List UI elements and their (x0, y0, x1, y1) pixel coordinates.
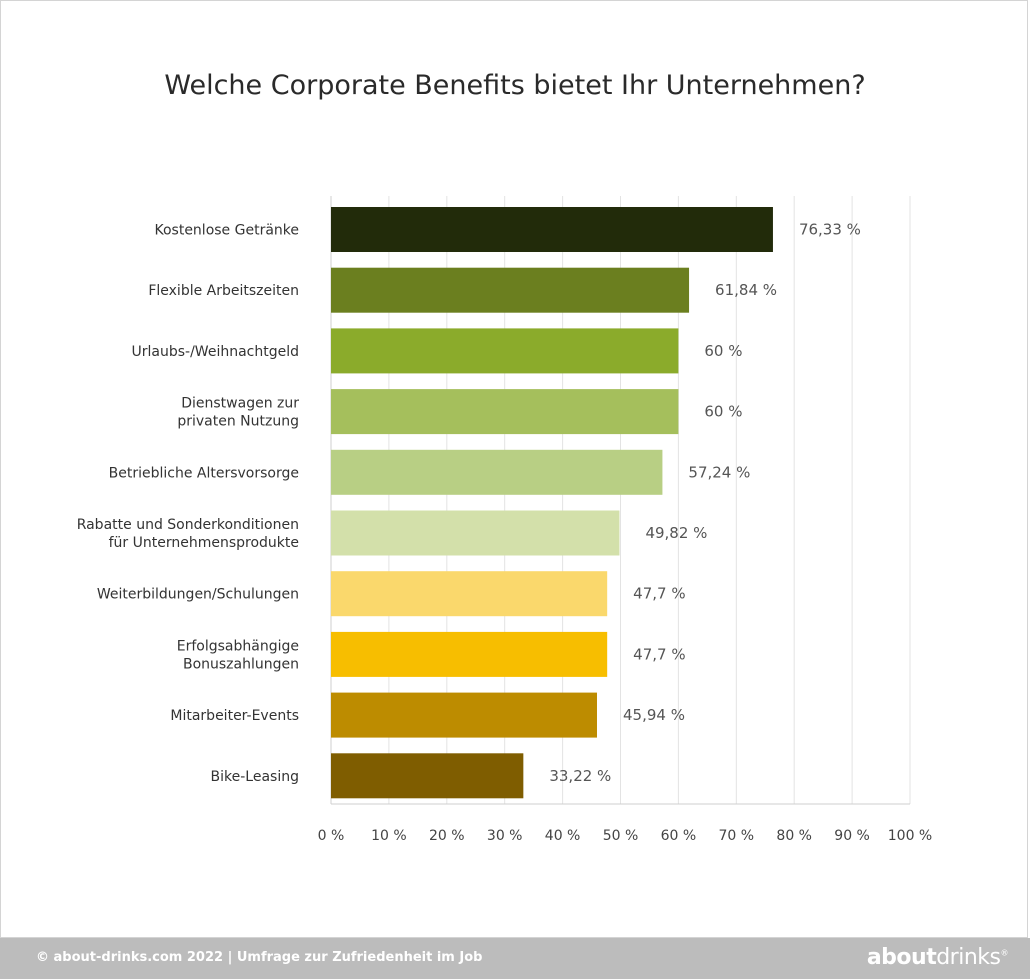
chart-title: Welche Corporate Benefits bietet Ihr Unt… (164, 70, 866, 101)
category-label-line: Kostenlose Getränke (154, 223, 299, 239)
category-label: Kostenlose Getränke (154, 223, 299, 239)
data-label: 47,7 % (633, 645, 685, 663)
category-label: Weiterbildungen/Schulungen (97, 587, 299, 603)
bar (331, 389, 679, 435)
logo-registered-mark: ® (1000, 948, 1009, 958)
data-label: 45,94 % (623, 706, 685, 724)
data-label: 57,24 % (688, 463, 750, 481)
bar (331, 449, 663, 495)
x-tick-label: 60 % (661, 828, 697, 844)
category-label: Dienstwagen zur privaten Nutzung (177, 396, 299, 430)
bar (331, 571, 608, 617)
category-label: Bike-Leasing (211, 769, 299, 785)
logo-bold-text: about (866, 945, 937, 970)
x-tick-label: 40 % (545, 828, 581, 844)
category-label: Mitarbeiter-Events (170, 708, 299, 724)
bar (331, 692, 597, 738)
x-tick-label: 90 % (834, 828, 870, 844)
x-tick-label: 0 % (318, 828, 345, 844)
category-label: Betriebliche Altersvorsorge (109, 465, 299, 481)
data-label: 61,84 % (715, 281, 777, 299)
x-tick-label: 80 % (776, 828, 812, 844)
category-label-line: Flexible Arbeitszeiten (148, 283, 299, 299)
data-label: 60 % (704, 403, 742, 421)
footer-bar: © about-drinks.com 2022 | Umfrage zur Zu… (0, 938, 1030, 979)
x-tick-label: 50 % (603, 828, 639, 844)
category-label-line: Dienstwagen zur (181, 396, 299, 412)
data-label: 49,82 % (645, 524, 707, 542)
data-label: 60 % (704, 342, 742, 360)
category-label-line: Weiterbildungen/Schulungen (97, 587, 299, 603)
category-label-line: Bonuszahlungen (183, 656, 299, 672)
data-label: 76,33 % (799, 221, 861, 239)
bar (331, 510, 620, 556)
x-tick-label: 20 % (429, 828, 465, 844)
category-label: Rabatte und Sonderkonditionen für Unterne… (77, 517, 299, 551)
data-label: 47,7 % (633, 585, 685, 603)
x-tick-label: 70 % (719, 828, 755, 844)
about-drinks-logo: aboutdrinks® (866, 945, 1009, 970)
category-label: Flexible Arbeitszeiten (148, 283, 299, 299)
bar-chart: 0 % 10 % 20 % 30 % 40 % 50 % 60 % 70 % 80 % 90 % 1… (77, 196, 932, 844)
category-label-line: Mitarbeiter-Events (170, 708, 299, 724)
logo-light-text: drinks (936, 945, 1001, 970)
x-tick-label: 100 % (888, 828, 932, 844)
bar (331, 631, 608, 677)
category-label-line: Bike-Leasing (211, 769, 299, 785)
category-label-line: Urlaubs-/Weihnachtgeld (132, 344, 299, 360)
category-label-line: Betriebliche Altersvorsorge (109, 465, 299, 481)
category-label: Urlaubs-/Weihnachtgeld (132, 344, 299, 360)
category-label-line: privaten Nutzung (177, 414, 299, 430)
category-label-line: Rabatte und Sonderkonditionen (77, 517, 299, 533)
x-tick-label: 30 % (487, 828, 523, 844)
x-tick-label: 10 % (371, 828, 407, 844)
category-label-line: für Unternehmensprodukte (109, 535, 299, 551)
bar (331, 207, 773, 252)
bar (331, 753, 524, 799)
bar (331, 328, 679, 374)
bar (331, 267, 690, 313)
category-label-line: Erfolgsabhängige (177, 638, 299, 654)
footer-source-text: © about-drinks.com 2022 | Umfrage zur Zu… (36, 950, 483, 965)
data-label: 33,22 % (549, 767, 611, 785)
category-label: Erfolgsabhängige Bonuszahlungen (177, 638, 299, 672)
